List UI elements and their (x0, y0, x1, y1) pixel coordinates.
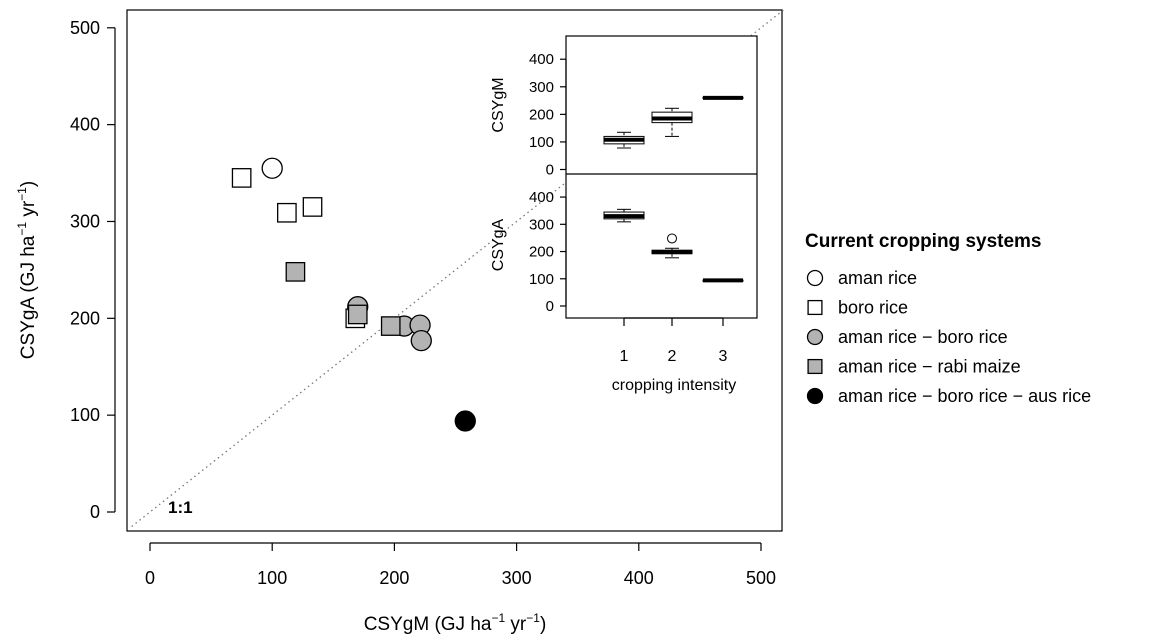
inset-y-tick-label: 0 (546, 162, 554, 179)
main-plot-frame (126, 9, 783, 532)
data-point-square (231, 168, 252, 188)
inset-y-tick-label: 400 (529, 51, 554, 68)
data-point-square (347, 304, 368, 325)
main-y-axis: 0 100 200 300 400 500 (70, 18, 116, 522)
legend-marker-circle (806, 328, 824, 346)
data-point-square (302, 197, 323, 217)
inset-y-tick-label: 200 (529, 244, 554, 261)
box-outlier (667, 233, 677, 244)
inset-y-tick-label: 300 (529, 79, 554, 96)
main-y-tick-label: 200 (70, 308, 100, 328)
inset-x-axis: 1 2 3 (620, 317, 728, 365)
main-x-tick-label: 500 (746, 568, 776, 588)
inset-x-axis-label: cropping intensity (612, 377, 737, 394)
inset-x-tick-label: 3 (719, 348, 728, 365)
main-x-tick-label: 0 (145, 568, 155, 588)
legend-marker-circle (806, 269, 824, 287)
inset-boxplot: 0 100 200 300 400 0 100 200 300 400 1 2 3 CSYgM CS… (490, 35, 758, 394)
main-x-tick-label: 200 (379, 568, 409, 588)
legend-entry-label: boro rice (838, 298, 908, 318)
main-x-axis-label: CSYgM (GJ ha−1 yr−1) (364, 611, 547, 635)
inset-y-tick-label: 0 (546, 298, 554, 315)
main-x-tick-label: 300 (502, 568, 532, 588)
inset-y-tick-label: 200 (529, 106, 554, 123)
data-point-circle (410, 329, 432, 352)
legend-entry-label: aman rice − boro rice − aus rice (838, 386, 1091, 406)
main-y-tick-label: 300 (70, 211, 100, 231)
inset-panel-csyga: 0 100 200 300 400 (529, 189, 744, 315)
legend-title: Current cropping systems (805, 231, 1042, 252)
inset-x-tick-label: 1 (620, 348, 629, 365)
legend: Current cropping systems aman rice boro r… (805, 231, 1091, 406)
legend-marker-square (807, 299, 823, 316)
main-x-axis: 0 100 200 300 400 500 (145, 542, 776, 588)
main-x-tick-label: 100 (257, 568, 287, 588)
main-y-tick-label: 500 (70, 18, 100, 38)
inset-x-tick-label: 2 (668, 348, 677, 365)
legend-entry-label: aman rice − rabi maize (838, 357, 1021, 377)
legend-marker-circle (806, 387, 824, 405)
inset-y-tick-label: 400 (529, 189, 554, 206)
data-point-square (285, 261, 306, 282)
data-point-circle (454, 410, 476, 432)
legend-entry-label: aman rice (838, 268, 917, 288)
data-point-square (277, 202, 297, 223)
inset-panel-csygm: 0 100 200 300 400 (529, 51, 744, 179)
legend-entry-label: aman rice − boro rice (838, 327, 1008, 347)
main-y-tick-label: 400 (70, 115, 100, 135)
inset-y-tick-label: 100 (529, 134, 554, 151)
main-y-tick-label: 0 (90, 502, 100, 522)
main-x-tick-label: 400 (624, 568, 654, 588)
main-y-axis-label: CSYgA (GJ ha−1 yr−1) (15, 181, 39, 359)
data-point-circle (261, 157, 283, 179)
main-data-points (231, 157, 476, 432)
inset-y-tick-label: 100 (529, 271, 554, 288)
data-point-square (380, 316, 401, 336)
inset-background (566, 36, 757, 318)
main-y-tick-label: 100 (70, 405, 100, 425)
legend-marker-square (807, 358, 823, 375)
one-to-one-label: 1:1 (168, 498, 193, 517)
legend-entries: aman rice boro rice aman rice − boro rice a… (806, 268, 1091, 406)
inset-y-tick-label: 300 (529, 216, 554, 233)
inset-top-ylabel: CSYgM (490, 77, 507, 132)
inset-bottom-ylabel: CSYgA (490, 218, 507, 271)
